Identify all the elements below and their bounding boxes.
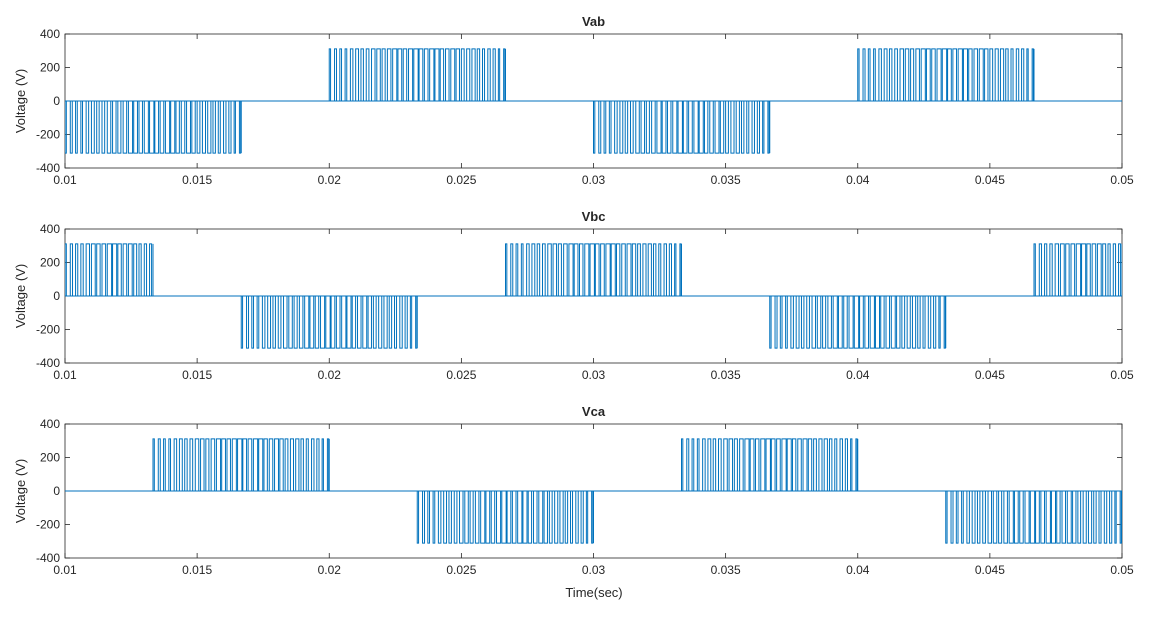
pulse-segment-3 [505, 243, 682, 296]
x-tick-label: 0.02 [318, 368, 342, 382]
x-tick-label: 0.045 [975, 173, 1005, 187]
subplot-vca: Vca Voltage (V) 0.01 0.015 0.02 0.025 0.03 0.03… [13, 404, 1134, 577]
x-tick-label: 0.045 [975, 563, 1005, 577]
subplot-vab: Vab Voltage (V) 0.01 0.015 0.02 0.025 0.03 0.03… [13, 14, 1134, 187]
y-axis-label: Voltage (V) [13, 264, 28, 328]
pulse-segment-4 [945, 491, 1122, 544]
figure-xlabel: Time(sec) [565, 585, 622, 600]
y-tick-label: -200 [36, 128, 60, 142]
y-tick-label: -200 [36, 323, 60, 337]
y-tick-label: 0 [53, 484, 60, 498]
chart-title: Vab [582, 14, 605, 29]
x-tick-label: 0.01 [53, 173, 77, 187]
y-tick-label: 200 [40, 451, 60, 465]
y-tick-label: 400 [40, 27, 60, 41]
pulse-segment-1 [65, 243, 154, 296]
y-tick-label: 400 [40, 222, 60, 236]
series-vca [65, 438, 1122, 544]
x-tick-label: 0.025 [446, 173, 476, 187]
y-axis-label: Voltage (V) [13, 69, 28, 133]
x-tick-label: 0.02 [318, 563, 342, 577]
y-axis-label: Voltage (V) [13, 459, 28, 523]
y-tick-label: -200 [36, 518, 60, 532]
x-tick-label: 0.025 [446, 563, 476, 577]
x-tick-label: 0.05 [1110, 563, 1134, 577]
x-tick-label: 0.045 [975, 368, 1005, 382]
subplot-vbc: Vbc Voltage (V) 0.01 0.015 0.02 0.025 0.03 0.03… [13, 209, 1134, 382]
pulse-segment-5 [1033, 243, 1122, 296]
x-tick-label: 0.05 [1110, 173, 1134, 187]
y-tick-label: -400 [36, 356, 60, 370]
x-tick-label: 0.03 [582, 368, 606, 382]
x-tick-label: 0.035 [711, 173, 741, 187]
y-tick-label: 400 [40, 417, 60, 431]
x-tick-label: 0.035 [711, 563, 741, 577]
pulse-segment-4 [857, 48, 1035, 101]
x-tick-label: 0.05 [1110, 368, 1134, 382]
x-tick-label: 0.035 [711, 368, 741, 382]
x-tick-label: 0.01 [53, 368, 77, 382]
y-tick-label: 0 [53, 94, 60, 108]
x-tick-label: 0.015 [182, 368, 212, 382]
x-tick-label: 0.04 [846, 368, 870, 382]
y-tick-label: -400 [36, 161, 60, 175]
chart-title: Vca [582, 404, 606, 419]
x-tick-label: 0.03 [582, 563, 606, 577]
x-tick-label: 0.01 [53, 563, 77, 577]
pulse-segment-1 [152, 438, 330, 491]
chart-title: Vbc [582, 209, 606, 224]
x-tick-label: 0.04 [846, 173, 870, 187]
pulse-segment-2 [328, 48, 506, 101]
y-tick-label: 0 [53, 289, 60, 303]
series-vab [65, 48, 1122, 154]
pulse-segment-3 [593, 101, 771, 154]
pulse-segment-4 [769, 296, 947, 349]
x-tick-label: 0.02 [318, 173, 342, 187]
y-tick-label: -400 [36, 551, 60, 565]
x-tick-label: 0.015 [182, 173, 212, 187]
x-tick-label: 0.03 [582, 173, 606, 187]
pulse-segment-2 [416, 491, 594, 544]
y-tick-label: 200 [40, 61, 60, 75]
pulse-segment-2 [240, 296, 418, 349]
series-vbc [65, 243, 1122, 349]
pulse-segment-3 [681, 438, 859, 491]
x-tick-label: 0.04 [846, 563, 870, 577]
x-tick-label: 0.015 [182, 563, 212, 577]
x-tick-label: 0.025 [446, 368, 476, 382]
subplot-stack: Vab Voltage (V) 0.01 0.015 0.02 0.025 0.03 0.03… [13, 14, 1134, 577]
pulse-segment-1 [65, 101, 242, 154]
y-tick-label: 200 [40, 256, 60, 270]
